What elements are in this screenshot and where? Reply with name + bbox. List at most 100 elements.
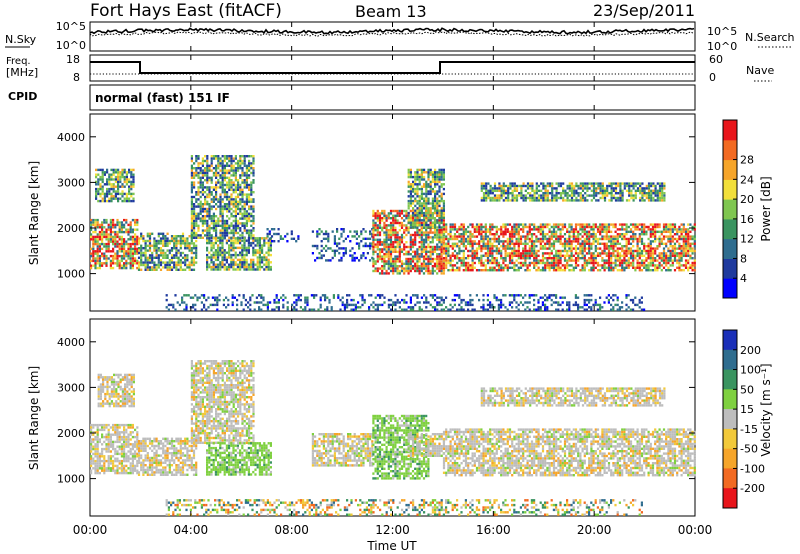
velocity-heatmap bbox=[90, 360, 696, 516]
colorbar-swatch bbox=[723, 389, 737, 410]
x-tick-label: 12:00 bbox=[375, 523, 410, 537]
freq-label-line1: Freq. bbox=[6, 56, 31, 67]
scatter-band bbox=[206, 237, 272, 271]
colorbar-swatch bbox=[723, 330, 737, 351]
noise-left-tick-top: 10^5 bbox=[56, 20, 86, 33]
y-tick-label: 2000 bbox=[57, 222, 85, 235]
colorbar-swatch bbox=[723, 448, 737, 469]
colorbar-swatch bbox=[723, 159, 737, 180]
colorbar-swatch bbox=[723, 349, 737, 371]
beam-title: Beam 13 bbox=[355, 2, 427, 21]
scatter-band bbox=[480, 387, 666, 407]
x-tick-label: 16:00 bbox=[476, 523, 511, 537]
scatter-band bbox=[165, 499, 643, 516]
scatter-band bbox=[90, 423, 139, 475]
noise-right-tick-top: 10^5 bbox=[707, 25, 737, 38]
scatter-band bbox=[165, 294, 646, 311]
noise-right-label: N.Search bbox=[745, 31, 795, 44]
colorbar-tick-label: 50 bbox=[740, 383, 754, 396]
freq-label-line2: [MHz] bbox=[6, 66, 38, 79]
noise-right-tick-bottom: 10^0 bbox=[707, 40, 737, 53]
scatter-band bbox=[95, 168, 135, 203]
colorbar-tick-label: 24 bbox=[740, 173, 754, 186]
colorbar-tick-label: 200 bbox=[740, 344, 761, 357]
colorbar-swatch bbox=[723, 409, 737, 430]
colorbar-tick-label: 20 bbox=[740, 193, 754, 206]
power-panel-frame bbox=[89, 113, 696, 312]
y-tick-label: 4000 bbox=[57, 131, 85, 144]
power-heatmap bbox=[90, 155, 696, 311]
colorbar-swatch bbox=[723, 468, 737, 489]
scatter-band bbox=[137, 437, 198, 476]
colorbar-tick-label: 4 bbox=[740, 272, 747, 285]
noise-left-tick-bottom: 10^0 bbox=[56, 39, 86, 52]
power-colorbar-label: Power [dB] bbox=[759, 176, 773, 241]
colorbar-swatch bbox=[723, 120, 737, 141]
scatter-band bbox=[442, 428, 696, 477]
noise-left-label: N.Sky bbox=[5, 33, 37, 46]
nave-tick-top: 60 bbox=[709, 53, 723, 66]
colorbar-swatch bbox=[723, 139, 737, 161]
y-tick-label: 3000 bbox=[57, 176, 85, 189]
y-tick-label: 2000 bbox=[57, 427, 85, 440]
colorbar-tick-label: -15 bbox=[740, 423, 758, 436]
velocity-ylabel: Slant Range [km] bbox=[27, 366, 41, 470]
scatter-band bbox=[206, 442, 272, 476]
x-tick-label: 00:00 bbox=[73, 523, 108, 537]
colorbar-swatch bbox=[723, 258, 737, 279]
scatter-band bbox=[372, 414, 430, 480]
y-tick-label: 4000 bbox=[57, 336, 85, 349]
colorbar-tick-label: 28 bbox=[740, 154, 754, 167]
nave-label: Nave bbox=[746, 64, 774, 77]
colorbar-swatch bbox=[723, 238, 737, 259]
colorbar-swatch bbox=[723, 199, 737, 220]
x-tick-label: 00:00 bbox=[678, 523, 713, 537]
colorbar-tick-label: -100 bbox=[740, 462, 765, 475]
colorbar-tick-label: -200 bbox=[740, 482, 765, 495]
colorbar-swatch bbox=[723, 278, 737, 299]
station-title: Fort Hays East (fitACF) bbox=[90, 1, 282, 21]
noise-sky-trace bbox=[89, 27, 695, 35]
y-tick-label: 1000 bbox=[57, 268, 85, 281]
scatter-band bbox=[137, 232, 198, 271]
freq-tick-bottom: 8 bbox=[73, 71, 80, 84]
colorbar-swatch bbox=[723, 369, 737, 390]
scatter-band bbox=[190, 360, 255, 444]
scatter-band bbox=[311, 228, 374, 262]
scatter-band bbox=[372, 209, 445, 275]
scatter-band bbox=[266, 228, 300, 243]
x-tick-label: 20:00 bbox=[577, 523, 612, 537]
velocity-colorbar-label: Velocity [m s⁻¹] bbox=[759, 363, 773, 456]
colorbar-swatch bbox=[723, 428, 737, 450]
power-ylabel: Slant Range [km] bbox=[27, 161, 41, 265]
scatter-band bbox=[90, 218, 139, 270]
scatter-band bbox=[442, 223, 696, 272]
colorbar-tick-label: 15 bbox=[740, 403, 754, 416]
y-tick-label: 3000 bbox=[57, 381, 85, 394]
noise-traces bbox=[89, 27, 695, 37]
scatter-band bbox=[407, 168, 445, 229]
cpid-label: CPID bbox=[8, 90, 37, 103]
power-colorbar: 4 8 12 16 20 24 28 bbox=[722, 119, 754, 299]
x-tick-label: 04:00 bbox=[174, 523, 209, 537]
colorbar-tick-label: 16 bbox=[740, 213, 754, 226]
date-title: 23/Sep/2011 bbox=[593, 1, 695, 20]
colorbar-tick-label: 100 bbox=[740, 364, 761, 377]
frequency-trace bbox=[90, 61, 695, 74]
colorbar-swatch bbox=[723, 218, 737, 240]
scatter-band bbox=[480, 182, 666, 202]
cpid-value: normal (fast) 151 IF bbox=[95, 91, 230, 105]
nave-tick-bottom: 0 bbox=[709, 71, 716, 84]
x-tick-label: 08:00 bbox=[274, 523, 309, 537]
freq-tick-top: 18 bbox=[66, 53, 80, 66]
colorbar-swatch bbox=[723, 179, 737, 200]
colorbar-swatch bbox=[723, 488, 737, 509]
scatter-band bbox=[190, 155, 255, 239]
velocity-colorbar: 200 100 50 15 -15 -50 -100 -200 bbox=[722, 329, 765, 509]
scatter-band bbox=[407, 433, 445, 457]
colorbar-tick-label: -50 bbox=[740, 443, 758, 456]
x-axis-label: Time UT bbox=[366, 539, 417, 553]
scatter-band bbox=[97, 373, 135, 408]
colorbar-tick-label: 12 bbox=[740, 233, 754, 246]
